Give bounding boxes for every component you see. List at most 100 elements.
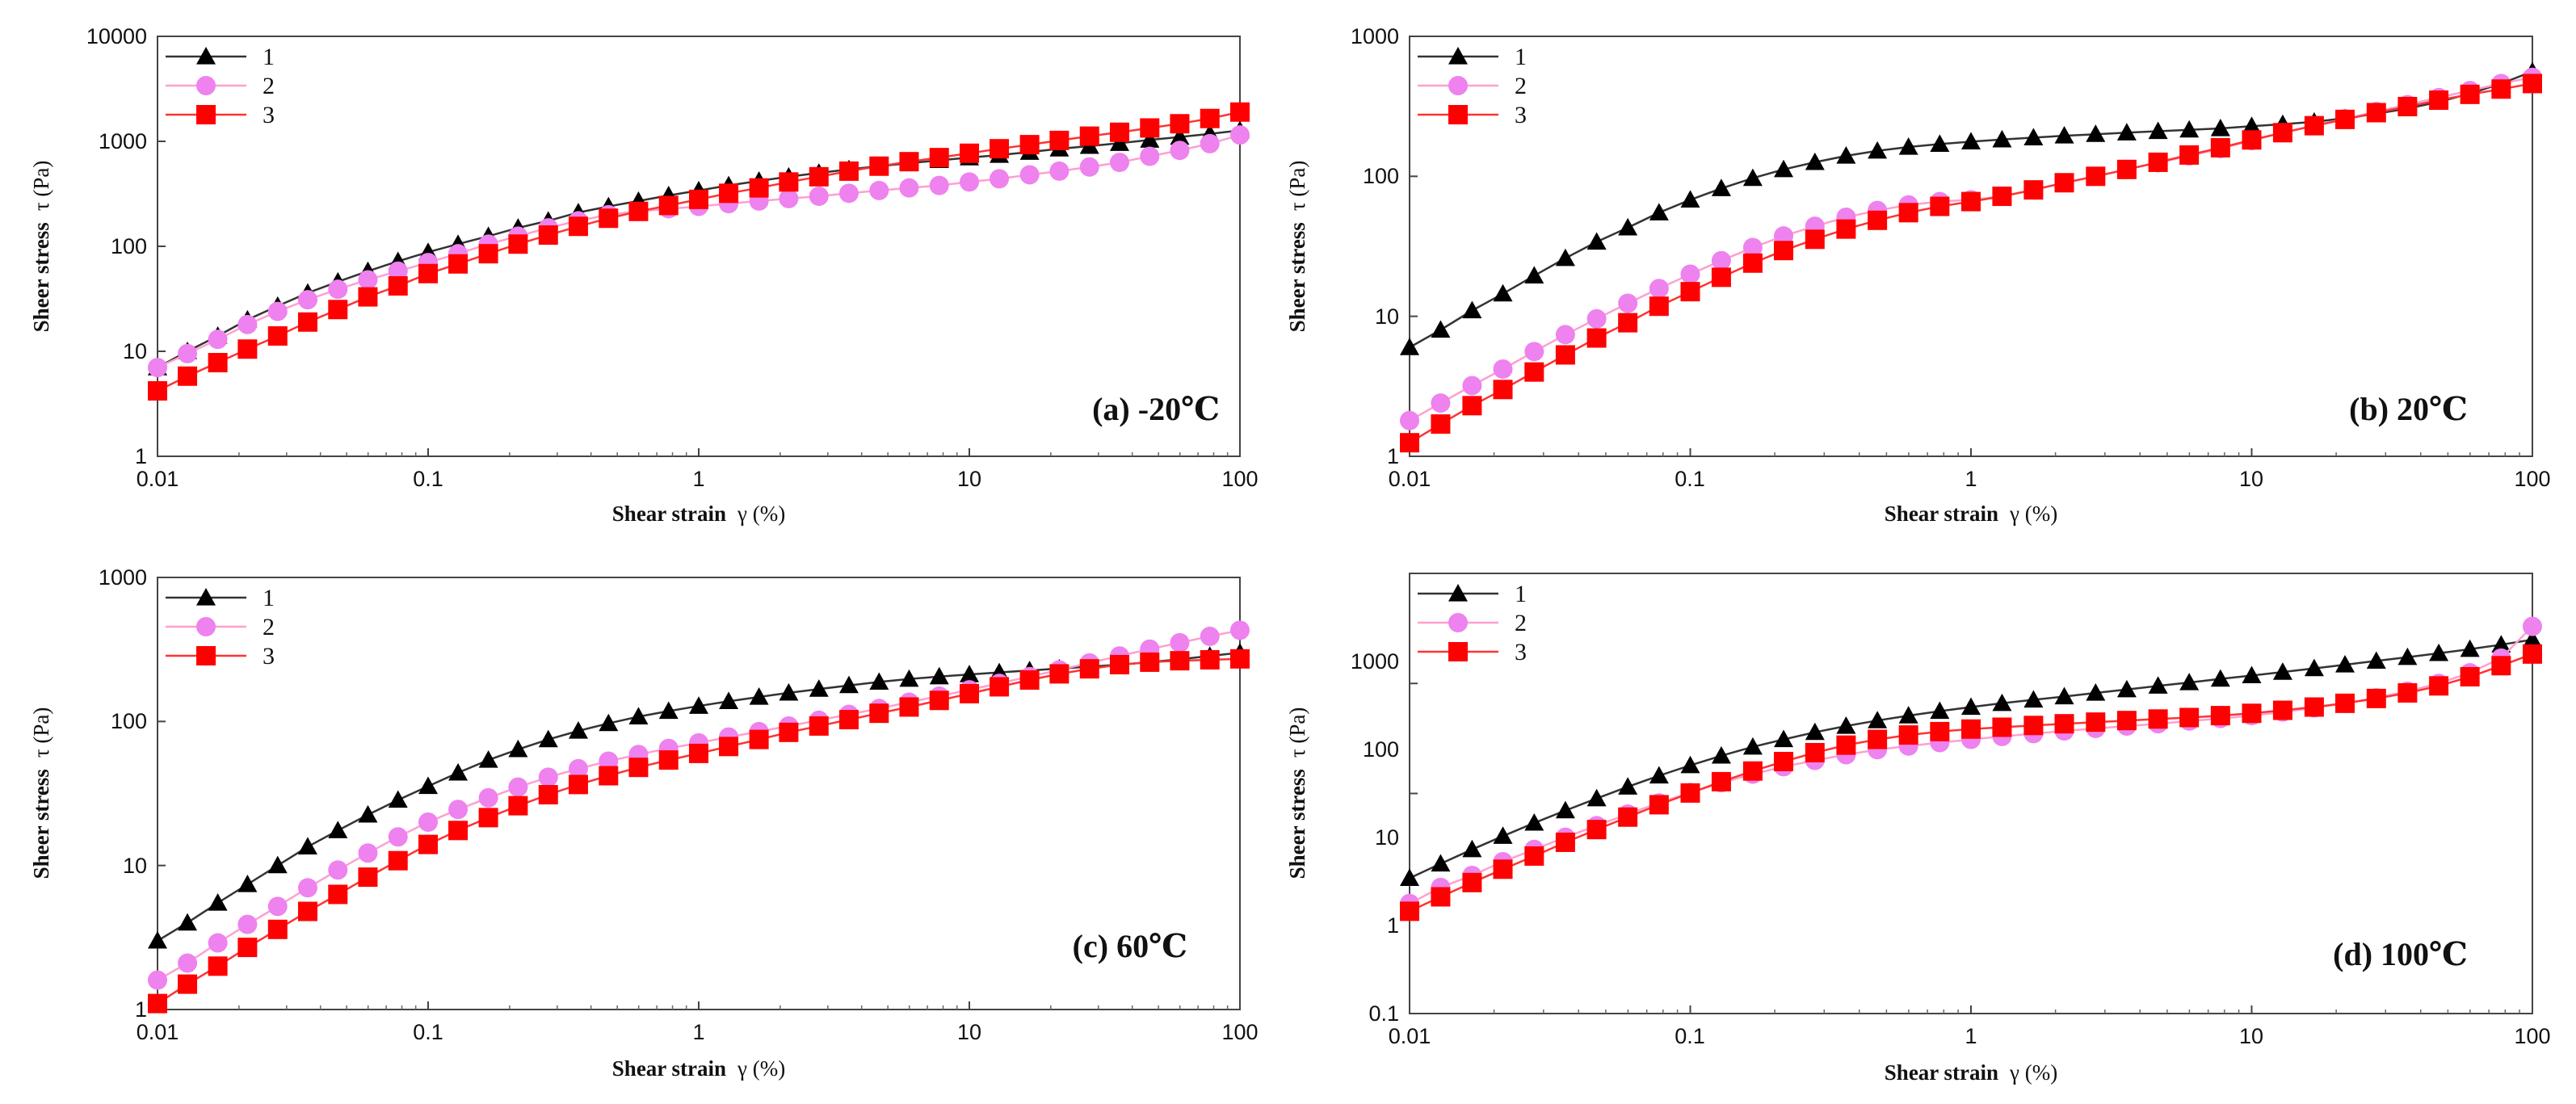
data-point	[2491, 635, 2511, 653]
panel-b: 1 10 100 1000 0.01 0.1 1 10 100 Shear st…	[1285, 24, 2551, 526]
data-point	[809, 716, 829, 736]
data-point	[719, 691, 739, 709]
data-point	[599, 751, 619, 771]
data-point	[1140, 118, 1160, 138]
data-point	[1431, 887, 1451, 907]
data-point	[1109, 133, 1129, 151]
data-point	[1493, 859, 1513, 879]
data-point	[2242, 116, 2262, 134]
x-tick-labels: 0.01 0.1 1 10 100	[1389, 1024, 2551, 1048]
data-point	[869, 703, 889, 724]
data-point	[358, 867, 378, 888]
data-point	[208, 330, 228, 350]
data-point	[1400, 901, 1419, 921]
data-point	[1200, 133, 1220, 153]
x-tick-label: 100	[1221, 1020, 1258, 1044]
data-point	[599, 208, 619, 229]
data-point	[1774, 729, 1794, 748]
data-point	[2242, 665, 2262, 684]
x-tick-label: 10	[2239, 467, 2263, 491]
y-tick-labels: 0.1 1 10 100 1000	[1351, 649, 1399, 1026]
data-point	[1200, 108, 1220, 128]
data-point	[2210, 669, 2230, 687]
data-point	[448, 762, 469, 781]
data-point	[929, 691, 949, 711]
y-tick-label: 100	[111, 234, 147, 258]
data-point	[1930, 701, 1950, 720]
x-tick-label: 10	[957, 467, 981, 491]
y-tick-label: 1000	[99, 129, 147, 153]
data-point	[148, 930, 167, 949]
data-point	[2054, 173, 2074, 193]
legend-item: 3	[166, 643, 275, 670]
data-point	[838, 675, 859, 694]
data-point	[1774, 226, 1794, 246]
data-point	[538, 225, 558, 246]
legend-label: 2	[263, 73, 275, 99]
data-point	[749, 729, 769, 749]
y-tick-label: 1000	[1351, 24, 1399, 48]
data-point	[1742, 761, 1763, 781]
data-point	[1618, 807, 1638, 827]
data-point	[2148, 152, 2168, 172]
data-point	[960, 172, 979, 192]
data-point	[297, 312, 317, 332]
data-point	[1618, 313, 1638, 333]
data-point	[719, 737, 739, 757]
data-point	[2179, 707, 2200, 728]
data-point	[929, 175, 949, 195]
data-point	[2335, 693, 2355, 713]
data-point	[297, 878, 317, 898]
data-point	[358, 287, 378, 307]
x-tick-label: 0.1	[1675, 1024, 1705, 1048]
data-point	[328, 884, 348, 905]
data-point	[568, 216, 588, 237]
data-point	[237, 339, 258, 359]
series-3	[1400, 73, 2542, 453]
data-point	[2304, 658, 2324, 677]
legend-marker	[1448, 642, 1468, 661]
data-point	[2397, 96, 2418, 116]
data-point	[1200, 626, 1220, 646]
data-point	[779, 188, 799, 208]
data-point	[1555, 345, 1575, 365]
legend-marker	[196, 617, 216, 636]
data-point	[1230, 649, 1250, 669]
x-tick-label: 100	[2514, 467, 2550, 491]
x-tick-label: 100	[2514, 1024, 2550, 1048]
data-point	[1170, 651, 1190, 671]
data-point	[328, 300, 348, 320]
legend-item: 2	[166, 614, 275, 640]
data-point	[2210, 137, 2230, 157]
legend-label: 3	[1515, 102, 1527, 128]
data-point	[2272, 700, 2292, 720]
legend-marker	[196, 47, 216, 65]
data-point	[1586, 309, 1607, 329]
data-point	[478, 787, 498, 808]
data-point	[2491, 79, 2511, 99]
data-point	[1524, 362, 1544, 382]
legend-item: 1	[166, 44, 275, 70]
data-point	[2023, 180, 2044, 200]
data-point	[2460, 666, 2480, 686]
y-tick-label: 1	[135, 444, 147, 468]
data-point	[628, 758, 649, 778]
data-point	[1109, 122, 1129, 142]
data-point	[508, 234, 528, 254]
x-tick-label: 0.1	[413, 467, 443, 491]
legend-marker	[196, 646, 216, 665]
data-point	[1170, 127, 1190, 145]
data-point	[1742, 237, 1763, 258]
data-point	[1462, 376, 1482, 396]
data-point	[328, 860, 348, 880]
series-layer	[1400, 616, 2542, 921]
data-point	[2429, 90, 2449, 111]
data-point	[1930, 134, 1950, 152]
x-tick-label: 0.1	[1675, 467, 1705, 491]
data-point	[658, 750, 679, 770]
data-point	[2086, 682, 2106, 701]
data-point	[267, 301, 288, 321]
data-point	[297, 290, 317, 310]
data-point	[178, 953, 198, 973]
data-point	[1019, 670, 1040, 691]
